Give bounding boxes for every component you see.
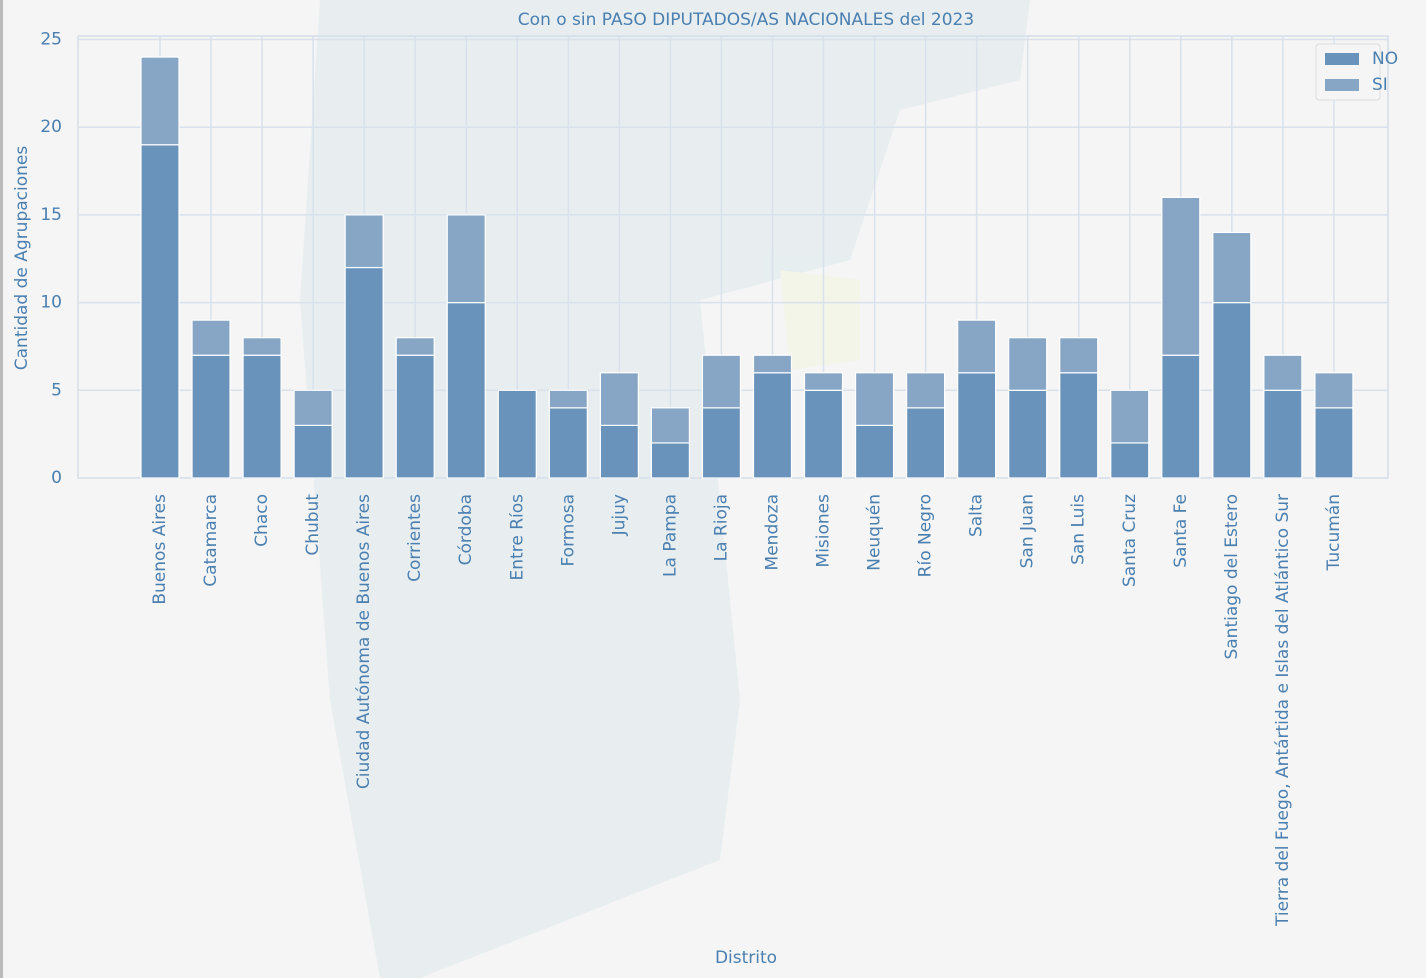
x-tick-label: Chubut — [303, 494, 323, 556]
bar-segment — [395, 354, 435, 479]
bar-segment — [191, 319, 231, 356]
y-tick-label: 20 — [40, 117, 62, 137]
bar-segment — [854, 424, 895, 479]
left-border — [0, 0, 3, 978]
x-tick-label: Santiago del Estero — [1222, 494, 1242, 660]
bar-segment — [1212, 231, 1252, 304]
x-axis-label: Distrito — [715, 948, 777, 968]
bar-segment — [548, 389, 588, 409]
x-tick-label: Buenos Aires — [150, 494, 170, 605]
bar-segment — [191, 354, 231, 479]
bar-segment — [803, 389, 844, 479]
legend-label: NO — [1372, 49, 1398, 69]
x-tick-label: Catamarca — [201, 494, 221, 587]
x-tick-label: Santa Cruz — [1120, 494, 1140, 587]
bar-segment — [957, 319, 997, 374]
bar-segment — [1263, 389, 1303, 479]
bar-segment — [1059, 337, 1099, 374]
bar-segment — [1161, 196, 1201, 356]
bar-segment — [1263, 354, 1303, 391]
legend-swatch — [1325, 53, 1359, 65]
bar-segment — [242, 354, 282, 479]
y-tick-label: 10 — [40, 293, 62, 313]
x-tick-label: Jujuy — [609, 494, 629, 536]
bar-segment — [1212, 302, 1252, 479]
legend-label: SI — [1372, 75, 1388, 95]
x-tick-label: Salta — [967, 494, 987, 537]
x-tick-label: Chaco — [252, 494, 272, 547]
legend-box — [1315, 43, 1381, 101]
chart-title: Con o sin PASO DIPUTADOS/AS NACIONALES d… — [518, 10, 974, 30]
bar-segment — [548, 407, 588, 479]
x-tick-label: Misiones — [814, 494, 834, 568]
y-tick-label: 15 — [40, 205, 62, 225]
bar-segment — [650, 442, 691, 479]
bar-segment — [1008, 389, 1048, 479]
bar-segment — [293, 389, 333, 426]
bar-segment — [344, 214, 384, 269]
bar-segment — [599, 372, 639, 426]
legend-swatch — [1325, 79, 1359, 91]
bar-segment — [1059, 372, 1099, 479]
y-tick-label: 0 — [51, 468, 62, 488]
x-tick-label: Corrientes — [405, 494, 425, 582]
x-tick-label: San Juan — [1018, 494, 1038, 568]
bar-segment — [293, 424, 333, 479]
bar-segment — [650, 407, 691, 444]
bar-segment — [854, 372, 895, 426]
x-tick-label: Santa Fe — [1171, 494, 1191, 568]
x-tick-label: Neuquén — [865, 494, 885, 571]
bar-segment — [701, 407, 742, 479]
x-tick-label: La Rioja — [711, 494, 731, 561]
bar-segment — [1110, 389, 1150, 444]
x-tick-label: La Pampa — [660, 494, 680, 577]
x-tick-label: Córdoba — [456, 494, 476, 565]
bar-segment — [140, 56, 180, 146]
bar-segment — [1008, 337, 1048, 391]
y-axis-label: Cantidad de Agrupaciones — [12, 146, 32, 371]
bar-segment — [701, 354, 742, 409]
bar-segment — [242, 337, 282, 356]
y-tick-label: 25 — [40, 30, 62, 50]
bar-segment — [497, 389, 537, 479]
x-tick-label: Ciudad Autónoma de Buenos Aires — [354, 494, 374, 789]
bar-segment — [905, 407, 946, 479]
bar-segment — [446, 302, 486, 479]
bar-segment — [905, 372, 946, 409]
bar-segment — [957, 372, 997, 479]
bar-segment — [395, 337, 435, 356]
x-tick-label: Río Negro — [916, 494, 936, 577]
x-tick-label: Tierra del Fuego, Antártida e Islas del … — [1273, 494, 1293, 927]
bar-segment — [1110, 442, 1150, 479]
bar-segment — [752, 354, 793, 374]
y-tick-label: 5 — [51, 380, 62, 400]
x-tick-label: Mendoza — [762, 494, 782, 570]
bar-segment — [446, 214, 486, 304]
x-tick-label: Tucumán — [1324, 494, 1344, 571]
bar-segment — [344, 266, 384, 479]
bar-segment — [752, 372, 793, 479]
bar-segment — [140, 144, 180, 479]
bar-segment — [1314, 372, 1354, 409]
x-tick-label: Entre Ríos — [507, 494, 527, 581]
x-tick-label: San Luis — [1069, 494, 1089, 565]
bar-segment — [1161, 354, 1201, 479]
bar-segment — [599, 424, 639, 479]
x-tick-label: Formosa — [558, 494, 578, 567]
bar-segment — [803, 372, 844, 391]
bar-segment — [1314, 407, 1354, 479]
